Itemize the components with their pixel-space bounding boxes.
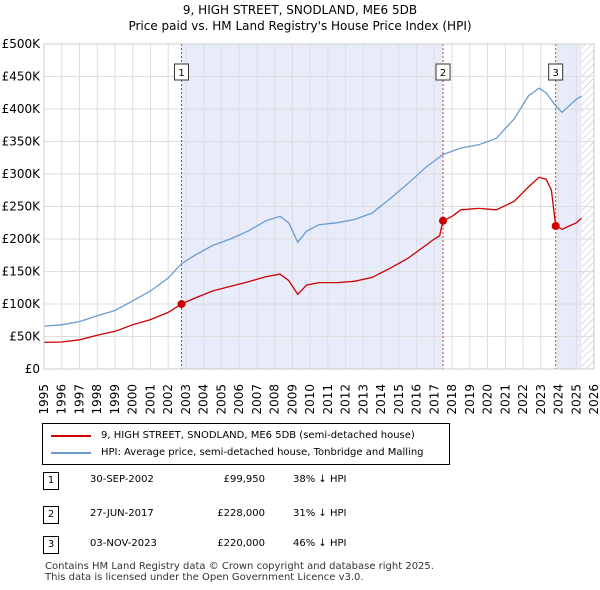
sale-hpi-diff: 31% ↓ HPI	[293, 508, 347, 519]
price-chart: 1 2 3 £0 £50K £100K £150K £200K £250K £300K £350K…	[2, 37, 600, 415]
legend-swatch-hpi	[51, 452, 91, 454]
sale-hpi-diff: 38% ↓ HPI	[293, 474, 347, 485]
sale-label-number: 1	[178, 68, 184, 79]
x-tick-label: 2006	[232, 384, 246, 415]
y-tick-label: £200K	[2, 232, 42, 246]
x-tick-label: 2019	[463, 384, 477, 415]
x-tick-label: 1997	[72, 384, 86, 415]
footer-licence: This data is licensed under the Open Gov…	[45, 572, 364, 583]
sale-price: £99,950	[223, 474, 265, 485]
sale-hpi-diff: 46% ↓ HPI	[293, 538, 347, 549]
y-tick-label: £450K	[2, 70, 42, 84]
x-tick-label: 2008	[268, 384, 282, 415]
chart-title: 9, HIGH STREET, SNODLAND, ME6 5DB	[182, 3, 418, 17]
x-tick-label: 2001	[143, 384, 157, 415]
sale-number-badge: 1	[43, 472, 59, 490]
y-tick-label: £0	[25, 362, 40, 376]
legend-label-property: 9, HIGH STREET, SNODLAND, ME6 5DB (semi-…	[101, 430, 415, 441]
x-tick-label: 2015	[392, 384, 406, 415]
x-tick-label: 2004	[197, 384, 211, 415]
plot-frame	[43, 43, 595, 370]
series-line-hpi	[43, 87, 582, 327]
x-tick-label: 1995	[37, 384, 51, 415]
y-tick-label: £350K	[2, 135, 42, 149]
x-tick-label: 2021	[498, 384, 512, 415]
footer: Contains HM Land Registry data © Crown c…	[45, 561, 434, 583]
x-tick-label: 2011	[321, 384, 335, 415]
table-row: 1 30-SEP-2002 £99,950 38% ↓ HPI	[40, 472, 440, 490]
x-tick-label: 2012	[339, 384, 353, 415]
sale-date: 30-SEP-2002	[90, 474, 154, 485]
x-tick-label: 1996	[55, 384, 69, 415]
sale-label-box	[174, 63, 189, 81]
x-tick-label: 2026	[587, 384, 600, 415]
series-line-property	[43, 176, 583, 344]
x-tick-label: 1999	[108, 384, 122, 415]
y-tick-label: £250K	[2, 200, 42, 214]
legend-label-hpi: HPI: Average price, semi-detached house,…	[101, 447, 424, 458]
x-tick-label: 2024	[552, 384, 566, 415]
legend-swatch-property	[51, 435, 91, 437]
x-tick-label: 2003	[179, 384, 193, 415]
sale-point	[439, 216, 448, 225]
sale-label-box	[548, 63, 564, 81]
x-tick-label: 2025	[569, 384, 583, 415]
y-tick-label: £300K	[2, 167, 42, 181]
legend: 9, HIGH STREET, SNODLAND, ME6 5DB (semi-…	[42, 423, 450, 465]
footer-copyright: Contains HM Land Registry data © Crown c…	[45, 561, 434, 572]
sale-label-number: 3	[552, 68, 558, 79]
sale-label-box	[435, 63, 451, 81]
x-tick-label: 2022	[516, 384, 530, 415]
x-tick-label: 2014	[374, 384, 388, 415]
x-tick-label: 2018	[445, 384, 459, 415]
x-tick-label: 2009	[285, 384, 299, 415]
x-tick-label: 2007	[250, 384, 264, 415]
y-tick-label: £50K	[9, 330, 41, 344]
sale-number-badge: 3	[43, 536, 59, 554]
y-tick-label: £150K	[2, 265, 42, 279]
x-tick-label: 2010	[303, 384, 317, 415]
x-tick-label: 2002	[161, 384, 175, 415]
sale-point	[177, 300, 186, 309]
x-tick-label: 2023	[534, 384, 548, 415]
sale-number-badge: 2	[43, 506, 59, 524]
x-tick-label: 2016	[410, 384, 424, 415]
sale-date: 03-NOV-2023	[90, 538, 157, 549]
sale-date: 27-JUN-2017	[90, 508, 154, 519]
table-row: 2 27-JUN-2017 £228,000 31% ↓ HPI	[40, 506, 440, 524]
sale-point	[551, 222, 560, 230]
y-tick-label: £400K	[2, 102, 42, 116]
sale-price: £228,000	[217, 508, 265, 519]
sale-label-number: 2	[440, 68, 446, 79]
x-tick-label: 1998	[90, 384, 104, 415]
sale-price: £220,000	[217, 538, 265, 549]
x-tick-label: 2017	[427, 384, 441, 415]
y-tick-label: £100K	[2, 297, 42, 311]
table-row: 3 03-NOV-2023 £220,000 46% ↓ HPI	[40, 536, 440, 554]
x-tick-label: 2005	[214, 384, 228, 415]
chart-subtitle: Price paid vs. HM Land Registry's House …	[128, 19, 472, 33]
x-tick-label: 2000	[126, 384, 140, 415]
x-tick-label: 2020	[481, 384, 495, 415]
y-tick-label: £500K	[2, 37, 42, 51]
x-tick-label: 2013	[356, 384, 370, 415]
